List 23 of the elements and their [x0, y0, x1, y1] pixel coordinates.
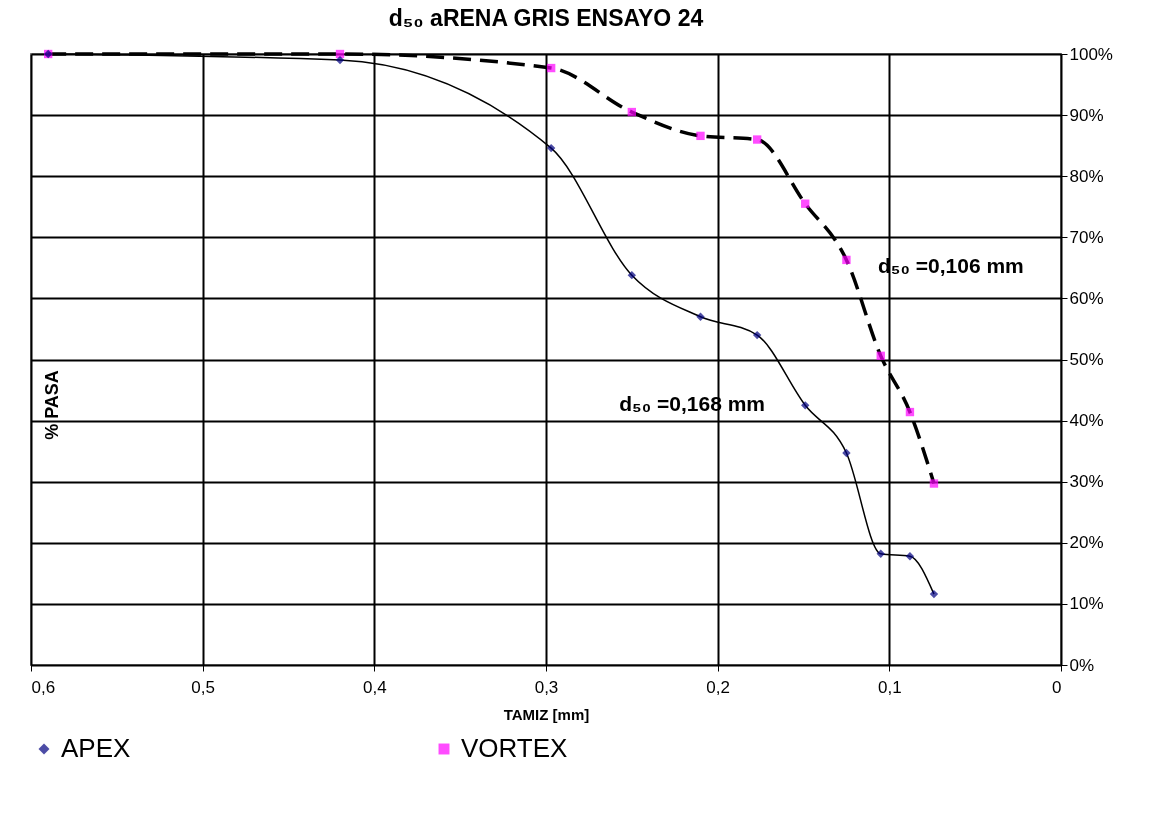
x-tick-label: 0,2 [706, 677, 730, 697]
y-tick-label: 30% [1069, 472, 1104, 492]
x-tick-label: 0,3 [534, 677, 559, 697]
x-axis-title: TAMIZ [mm] [503, 705, 590, 723]
y-axis-title: % PASA [41, 370, 62, 440]
chart-title: d₅₀ aRENA GRIS ENSAYO 24 [388, 5, 704, 31]
x-tick-label: 0,5 [191, 677, 215, 697]
x-tick-label: 0,4 [363, 677, 387, 697]
y-tick-label: 20% [1069, 533, 1104, 553]
x-tick-label: 0,6 [31, 677, 56, 697]
y-tick-label: 70% [1069, 227, 1104, 247]
y-tick-label: 40% [1069, 411, 1104, 431]
legend-label: VORTEX [461, 733, 568, 763]
y-tick-label: 80% [1069, 166, 1104, 186]
y-tick-label: 10% [1069, 594, 1104, 614]
x-tick-label: 0,1 [878, 677, 902, 697]
y-tick-label: 60% [1069, 288, 1104, 308]
legend-label: APEX [61, 733, 131, 763]
y-tick-label: 100% [1069, 44, 1113, 64]
y-tick-label: 0% [1069, 655, 1095, 675]
y-tick-label: 90% [1069, 105, 1104, 125]
y-tick-label: 50% [1069, 350, 1104, 369]
x-tick-label: 0 [1052, 677, 1062, 697]
